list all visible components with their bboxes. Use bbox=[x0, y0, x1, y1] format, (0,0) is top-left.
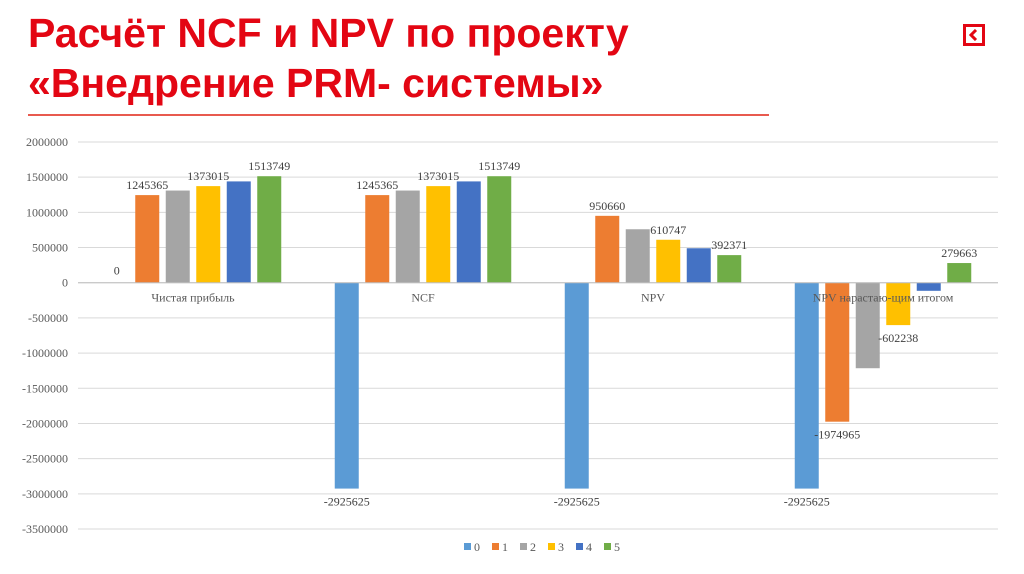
legend-swatch-1 bbox=[492, 543, 499, 550]
y-tick-label: 500000 bbox=[32, 241, 68, 255]
y-tick-label: -1500000 bbox=[22, 381, 68, 395]
back-arrow-icon bbox=[968, 29, 978, 41]
bar-series-0 bbox=[794, 282, 819, 489]
slide-title-line-2: «Внедрение PRM- системы» bbox=[28, 60, 604, 106]
data-label: 1373015 bbox=[187, 169, 229, 183]
data-label: -1974965 bbox=[814, 428, 860, 442]
bar-series-4 bbox=[456, 181, 481, 283]
y-tick-label: 1000000 bbox=[26, 205, 68, 219]
data-label: 279663 bbox=[941, 246, 977, 260]
legend-label: 3 bbox=[558, 540, 564, 554]
data-label: 1245365 bbox=[356, 178, 398, 192]
legend-label: 2 bbox=[530, 540, 536, 554]
y-tick-label: -2500000 bbox=[22, 452, 68, 466]
legend-swatch-4 bbox=[576, 543, 583, 550]
legend-label: 4 bbox=[586, 540, 592, 554]
back-nav-button[interactable] bbox=[963, 24, 985, 46]
data-label: 1373015 bbox=[417, 169, 459, 183]
legend-swatch-5 bbox=[604, 543, 611, 550]
bar-series-1 bbox=[365, 195, 390, 283]
legend-swatch-0 bbox=[464, 543, 471, 550]
data-label: 1513749 bbox=[248, 159, 290, 173]
bar-series-4 bbox=[686, 248, 711, 283]
bar-series-2 bbox=[855, 282, 880, 369]
category-label: NPV bbox=[641, 291, 665, 305]
data-label: 392371 bbox=[711, 238, 747, 252]
bar-series-3 bbox=[426, 186, 451, 283]
y-tick-label: 0 bbox=[62, 276, 68, 290]
data-label: 1513749 bbox=[478, 159, 520, 173]
bar-series-1 bbox=[135, 195, 160, 283]
y-tick-label: -1000000 bbox=[22, 346, 68, 360]
bar-series-1 bbox=[825, 282, 850, 422]
data-label: 0 bbox=[114, 264, 120, 278]
data-label: -2925625 bbox=[784, 495, 830, 509]
bar-series-5 bbox=[947, 263, 972, 283]
bar-series-4 bbox=[226, 181, 251, 283]
data-label: -2925625 bbox=[554, 495, 600, 509]
category-label: NPV нарастаю-щим итогом bbox=[813, 291, 954, 305]
legend-label: 5 bbox=[614, 540, 620, 554]
bar-series-3 bbox=[196, 186, 221, 283]
bar-series-1 bbox=[595, 215, 620, 283]
bar-series-2 bbox=[165, 190, 190, 283]
category-label: NCF bbox=[411, 291, 435, 305]
legend-label: 1 bbox=[502, 540, 508, 554]
bar-series-3 bbox=[656, 239, 681, 283]
category-label: Чистая прибыль bbox=[151, 291, 235, 305]
bar-series-5 bbox=[717, 255, 742, 283]
slide-title: Расчёт NCF и NPV по проекту «Внедрение P… bbox=[28, 8, 928, 108]
bar-series-0 bbox=[334, 282, 359, 489]
slide-title-line-1: Расчёт NCF и NPV по проекту bbox=[28, 10, 629, 56]
bar-series-2 bbox=[625, 229, 650, 283]
title-underline bbox=[28, 114, 769, 116]
legend-swatch-3 bbox=[548, 543, 555, 550]
y-tick-label: -3500000 bbox=[22, 522, 68, 536]
y-tick-label: 2000000 bbox=[26, 135, 68, 149]
data-label: 950660 bbox=[589, 199, 625, 213]
legend-label: 0 bbox=[474, 540, 480, 554]
data-label: 610747 bbox=[650, 223, 686, 237]
bar-series-5 bbox=[257, 176, 282, 283]
bar-series-3 bbox=[886, 282, 911, 326]
y-tick-label: -2000000 bbox=[22, 416, 68, 430]
y-tick-label: 1500000 bbox=[26, 170, 68, 184]
bar-series-2 bbox=[395, 190, 420, 283]
bar-chart: 2000000 1500000 1000000 500000 0 -500000 -1000… bbox=[22, 135, 998, 554]
data-label: 1245365 bbox=[126, 178, 168, 192]
y-tick-label: -3000000 bbox=[22, 487, 68, 501]
legend-swatch-2 bbox=[520, 543, 527, 550]
y-tick-label: -500000 bbox=[28, 311, 68, 325]
bar-series-0 bbox=[564, 282, 589, 489]
data-label: -2925625 bbox=[324, 495, 370, 509]
bar-series-5 bbox=[487, 176, 512, 283]
data-label: -602238 bbox=[878, 331, 918, 345]
bar-series-4 bbox=[916, 282, 941, 291]
